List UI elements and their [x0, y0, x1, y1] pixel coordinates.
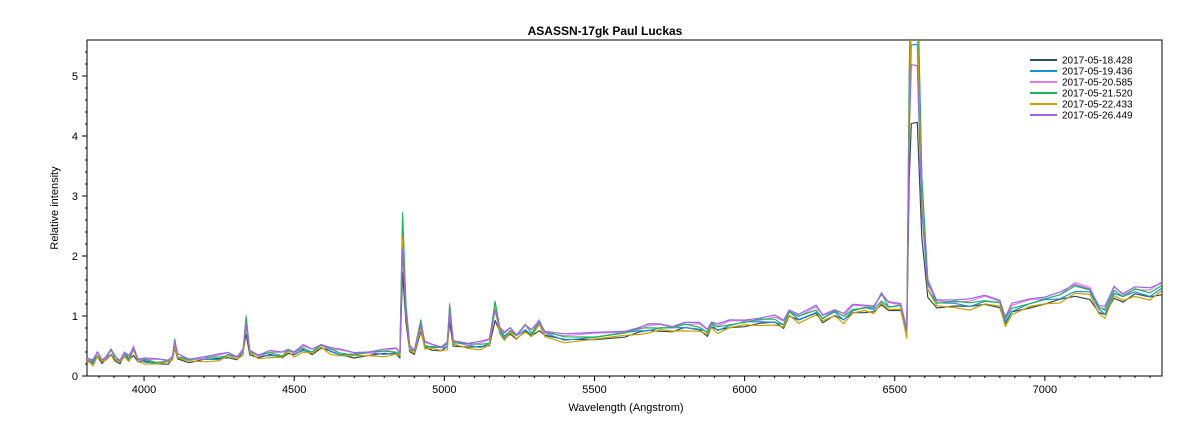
series-line-5 — [87, 40, 1162, 367]
x-tick-label: 6000 — [732, 384, 756, 396]
x-tick-label: 4500 — [282, 384, 306, 396]
legend-label: 2017-05-21.520 — [1062, 89, 1133, 100]
x-axis-label: Wavelength (Angstrom) — [568, 402, 683, 414]
y-tick-label: 0 — [72, 371, 78, 383]
x-tick-label: 5500 — [582, 384, 606, 396]
x-tick-label: 7000 — [1033, 384, 1057, 396]
legend-label: 2017-05-20.585 — [1062, 78, 1133, 89]
legend-label: 2017-05-22.433 — [1062, 100, 1133, 111]
x-tick-label: 5000 — [432, 384, 456, 396]
series-line-2 — [87, 43, 1162, 365]
y-tick-label: 4 — [72, 131, 78, 143]
legend-label: 2017-05-19.436 — [1062, 67, 1133, 78]
y-axis: 0 1 2 3 4 5 — [72, 51, 87, 383]
x-axis: 4000 4500 5000 5500 6000 6500 7000 — [98, 376, 1151, 396]
y-tick-label: 3 — [72, 191, 78, 203]
plot-area — [86, 39, 1163, 377]
y-tick-label: 5 — [72, 71, 78, 83]
y-axis-label: Relative intensity — [49, 166, 61, 250]
series-line-1 — [87, 121, 1162, 365]
x-tick-label: 4000 — [132, 384, 156, 396]
plot-border — [86, 39, 1163, 377]
legend: 2017-05-18.4282017-05-19.4362017-05-20.5… — [1030, 56, 1133, 122]
y-tick-label: 2 — [72, 251, 78, 263]
y-tick-label: 1 — [72, 311, 78, 323]
series-line-4 — [87, 40, 1162, 363]
legend-label: 2017-05-18.428 — [1062, 56, 1133, 67]
series-layer — [87, 40, 1162, 367]
series-line-6 — [87, 64, 1162, 362]
chart-title: ASASSN-17gk Paul Luckas — [528, 24, 683, 38]
legend-label: 2017-05-26.449 — [1062, 111, 1133, 122]
x-tick-label: 6500 — [883, 384, 907, 396]
